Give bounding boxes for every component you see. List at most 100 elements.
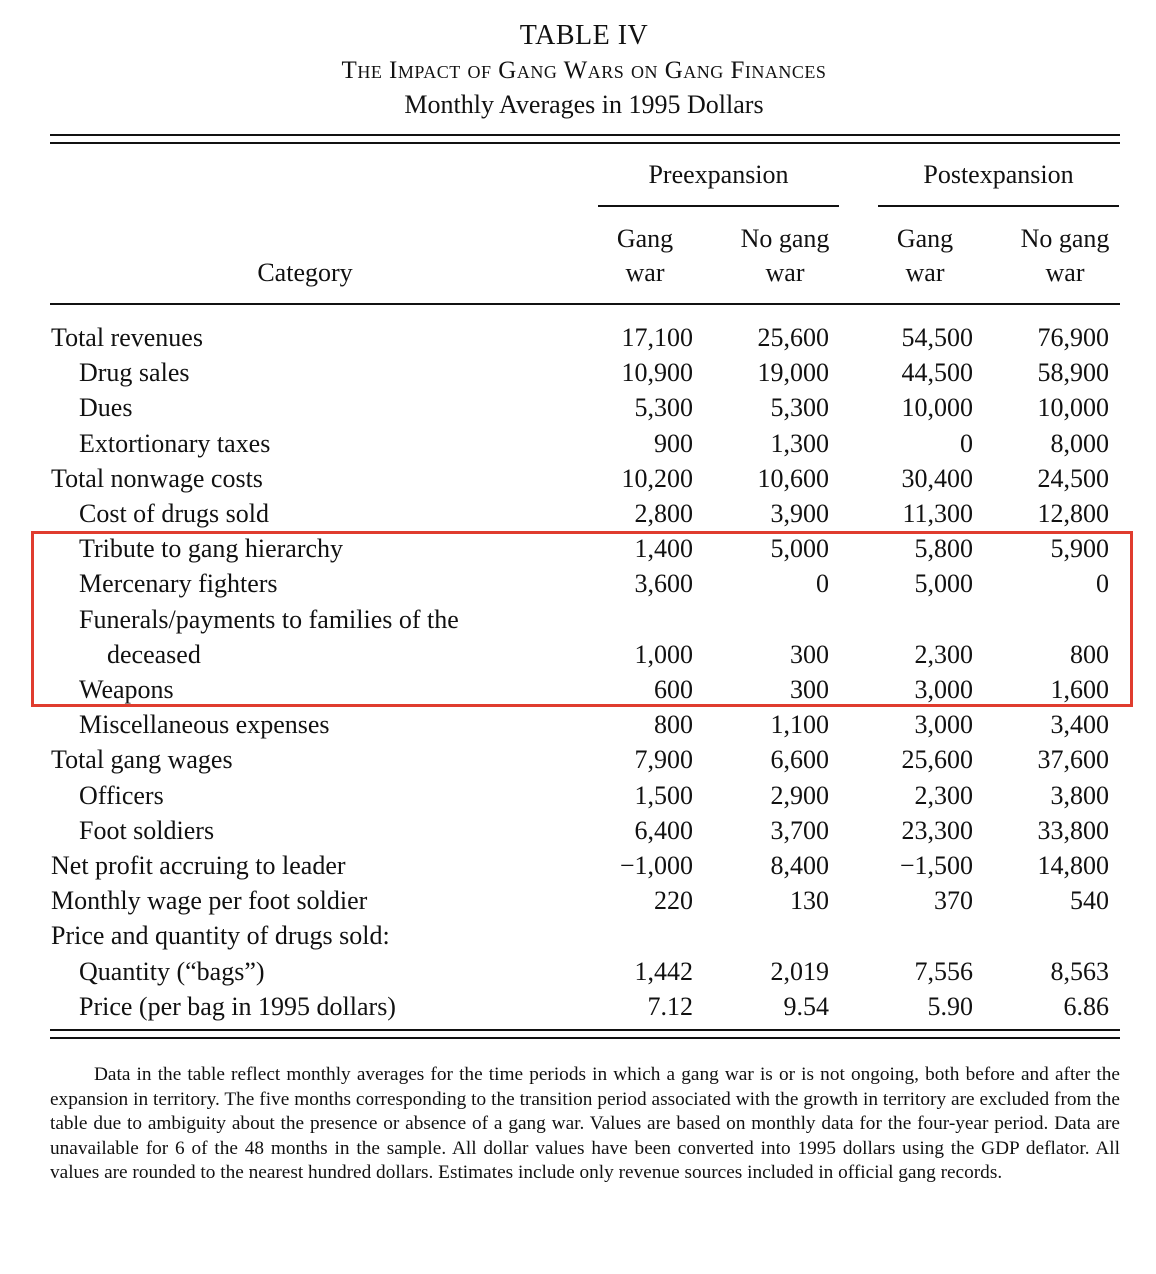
cell-value: 600 — [654, 675, 693, 704]
cell-value: 9.54 — [783, 991, 830, 1021]
cell-value: 76,900 — [1037, 323, 1110, 352]
cell-value: 54,500 — [901, 323, 974, 352]
table-caption: TABLE IV The Impact of Gang Wars on Gang… — [0, 18, 1156, 122]
cell-value: 10,000 — [901, 393, 974, 423]
cell-value: 2,300 — [914, 639, 974, 669]
table-row: Cost of drugs sold 2,800 3,900 11,300 12,800 — [0, 496, 1156, 531]
cell-value: 6,600 — [770, 745, 830, 775]
col-header-2: No gang war — [740, 224, 830, 287]
row-label: Miscellaneous expenses — [79, 710, 330, 740]
top-rule-double — [50, 142, 1120, 144]
cell-value: 37,600 — [1037, 745, 1110, 775]
cell-value: 3,000 — [914, 710, 974, 740]
cell-value: 1,442 — [634, 956, 694, 986]
cell-value: 19,000 — [757, 358, 830, 388]
cell-value: 6,400 — [634, 815, 694, 845]
cell-value: 3,400 — [1050, 710, 1110, 740]
row-label: Funerals/payments to families of the — [79, 604, 459, 634]
cell-value: 8,563 — [1050, 956, 1110, 986]
cell-value: 10,200 — [621, 463, 694, 493]
category-header: Category — [257, 258, 353, 287]
table-row: Total revenues 17,100 25,600 54,500 76,900 — [0, 320, 1156, 355]
row-label: Total revenues — [51, 323, 203, 352]
table-row: Total nonwage costs 10,200 10,600 30,400 24,… — [0, 461, 1156, 496]
cell-value: 25,600 — [757, 323, 830, 352]
cell-value: 540 — [1070, 886, 1109, 916]
cell-value: 30,400 — [901, 463, 974, 493]
table-note: Data in the table reflect monthly averag… — [50, 1064, 1120, 1183]
cell-value: 300 — [790, 675, 829, 704]
table-row: Price (per bag in 1995 dollars) 7.12 9.54 5… — [0, 989, 1156, 1024]
cell-value: 800 — [654, 710, 693, 740]
highlight-box — [31, 531, 1133, 707]
row-label: Price and quantity of drugs sold: — [51, 921, 390, 951]
cell-value: 2,019 — [770, 956, 830, 986]
cell-value: 11,300 — [902, 499, 973, 528]
table-row: Tribute to gang hierarchy 1,400 5,000 5,800… — [0, 531, 1156, 566]
cell-value: 1,300 — [770, 428, 830, 458]
table-row: Total gang wages 7,900 6,600 25,600 37,600 — [0, 742, 1156, 777]
col-header-3: Gang war — [896, 224, 954, 287]
cell-value: −1,500 — [899, 851, 973, 880]
table-title: The Impact of Gang Wars on Gang Finances — [341, 57, 827, 84]
cell-value: 1,500 — [634, 780, 694, 810]
cell-value: 5,000 — [914, 569, 974, 599]
cell-value: 8,000 — [1050, 428, 1110, 458]
cell-value: 0 — [960, 428, 973, 458]
cell-value: 7,900 — [634, 745, 694, 775]
bottom-rule-double — [50, 1037, 1120, 1039]
cell-value: 6.86 — [1063, 991, 1110, 1021]
cell-value: 7,556 — [914, 956, 974, 986]
cell-value: 10,900 — [621, 358, 694, 388]
cell-value: 370 — [934, 886, 973, 916]
table-row: Funerals/payments to families of the — [0, 602, 1156, 637]
table-row: Extortionary taxes 900 1,300 0 8,000 — [0, 426, 1156, 461]
cell-value: 10,000 — [1037, 393, 1110, 423]
cell-value: −1,000 — [619, 851, 693, 880]
group-header-preexpansion: Preexpansion — [648, 160, 789, 189]
cell-value: 44,500 — [901, 358, 974, 388]
table-row: Net profit accruing to leader −1,000 8,400… — [0, 848, 1156, 883]
cell-value: 0 — [1096, 569, 1109, 599]
top-rule — [50, 134, 1120, 136]
cell-value: 5,300 — [634, 393, 694, 423]
cell-value: 1,400 — [634, 534, 694, 564]
row-label: Mercenary fighters — [79, 569, 278, 599]
row-label: Weapons — [79, 675, 174, 704]
row-label: Total gang wages — [51, 745, 233, 775]
cell-value: 25,600 — [901, 745, 974, 775]
cell-value: 14,800 — [1037, 851, 1110, 880]
cell-value: 5,000 — [770, 534, 830, 564]
table-row: Foot soldiers 6,400 3,700 23,300 33,800 — [0, 813, 1156, 848]
group-rule-preexpansion — [598, 205, 839, 207]
cell-value: 1,600 — [1050, 675, 1110, 704]
cell-value: 3,600 — [634, 569, 694, 599]
col-header-4: No gang war — [1020, 224, 1110, 287]
table-row: Quantity (“bags”) 1,442 2,019 7,556 8,563 — [0, 954, 1156, 989]
row-label: Drug sales — [79, 358, 190, 388]
row-label: Total nonwage costs — [51, 463, 263, 493]
cell-value: 2,900 — [770, 780, 830, 810]
row-label: Extortionary taxes — [79, 428, 271, 458]
table-row: Monthly wage per foot soldier 220 130 370 54… — [0, 883, 1156, 918]
cell-value: 5,300 — [770, 393, 830, 423]
table-row: Mercenary fighters 3,600 0 5,000 0 — [0, 566, 1156, 601]
cell-value: 5,800 — [914, 534, 974, 564]
cell-value: 1,100 — [770, 710, 830, 740]
cell-value: 900 — [654, 428, 693, 458]
table-number: TABLE IV — [519, 20, 649, 51]
row-label: Net profit accruing to leader — [51, 851, 346, 880]
cell-value: 24,500 — [1037, 463, 1110, 493]
cell-value: 23,300 — [901, 815, 974, 845]
row-label: Dues — [79, 393, 133, 423]
cell-value: 17,100 — [621, 323, 694, 352]
row-label: Price (per bag in 1995 dollars) — [79, 991, 396, 1021]
table-row: Price and quantity of drugs sold: — [0, 918, 1156, 953]
cell-value: 2,300 — [914, 780, 974, 810]
cell-value: 10,600 — [757, 463, 830, 493]
cell-value: 3,000 — [914, 675, 974, 704]
cell-value: 5,900 — [1050, 534, 1110, 564]
row-label: Cost of drugs sold — [79, 499, 269, 528]
cell-value: 58,900 — [1037, 358, 1110, 388]
cell-value: 3,800 — [1050, 780, 1110, 810]
